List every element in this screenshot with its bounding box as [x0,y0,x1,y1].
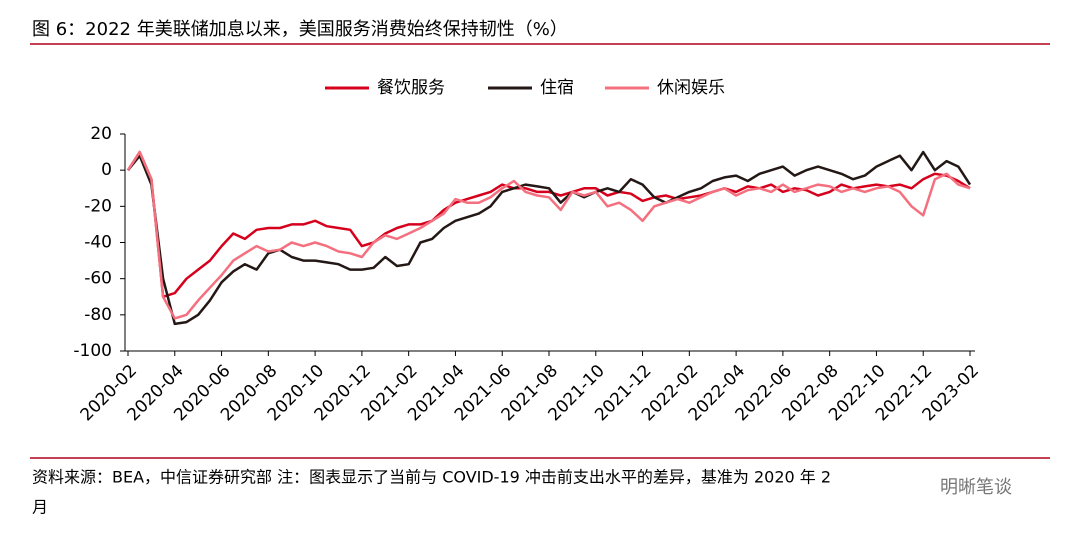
source: 资料来源：BEA，中信证券研究部 注：图表显示了当前与 COVID-19 冲击前… [32,468,831,487]
y-tick-label: 20 [90,124,112,144]
legend-label: 餐饮服务 [377,78,445,98]
legend-label: 住宿 [540,78,574,98]
y-tick-label: -40 [84,233,112,253]
watermark: 明晰笔谈 [940,477,1012,498]
y-tick-label: -100 [73,341,112,361]
series-line [126,150,971,299]
series-line [127,150,972,326]
y-tick-label: -80 [84,305,112,325]
chart-title: 图 6：2022 年美联储加息以来，美国服务消费始终保持韧性（%） [32,19,568,40]
y-tick-label: -60 [84,269,112,289]
source: 月 [32,498,48,517]
y-tick-label: 0 [101,160,112,180]
legend-label: 休闲娱乐 [657,78,725,98]
y-tick-label: -20 [84,196,112,216]
series-line [126,150,971,320]
